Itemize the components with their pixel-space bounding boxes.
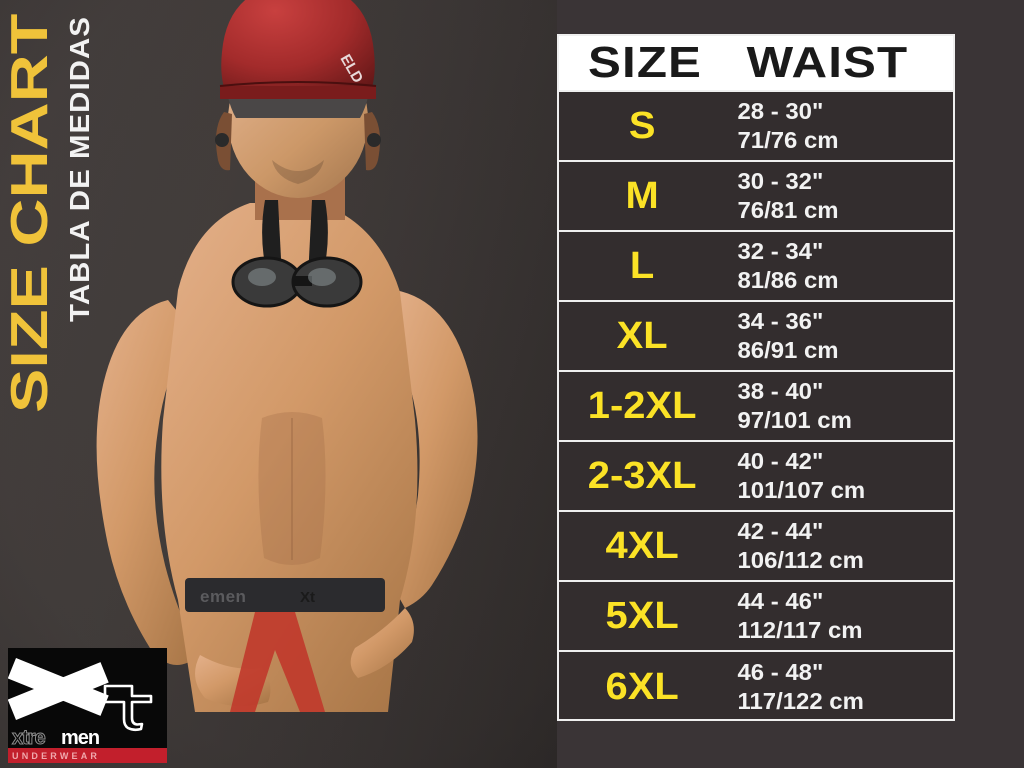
svg-text:UNDERWEAR: UNDERWEAR [12, 751, 100, 761]
svg-text:emen: emen [200, 587, 246, 606]
svg-text:Xt: Xt [300, 589, 315, 606]
svg-text:xtre: xtre [12, 727, 46, 749]
svg-text:men: men [61, 727, 99, 749]
